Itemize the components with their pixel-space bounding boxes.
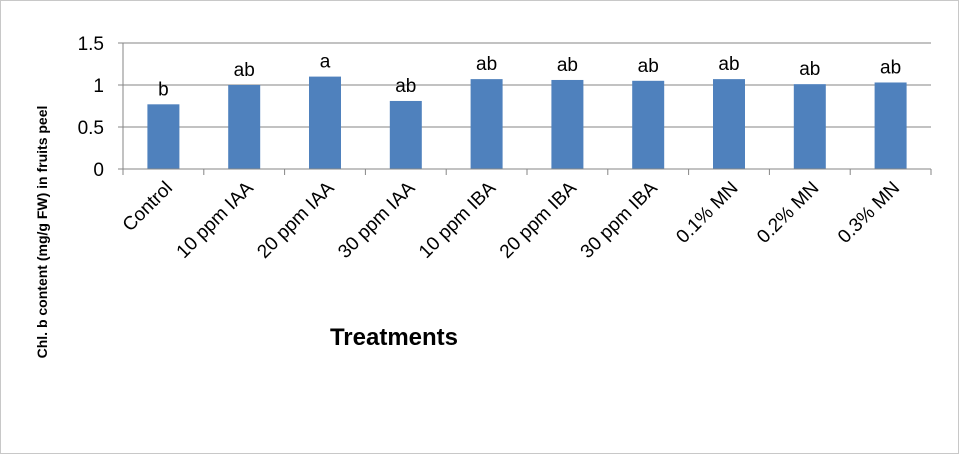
x-tick-label: 0.2% MN xyxy=(753,178,823,248)
bar xyxy=(874,82,907,169)
x-tick-label: 20 ppm IBA xyxy=(496,177,581,262)
x-tick-label: 30 ppm IBA xyxy=(577,177,662,262)
bar xyxy=(713,79,745,169)
x-tick-label: 0.1% MN xyxy=(672,178,742,248)
x-axis-title: Treatments xyxy=(330,324,458,351)
significance-label: b xyxy=(158,79,169,100)
significance-label: a xyxy=(320,52,331,73)
significance-label: ab xyxy=(799,59,820,80)
significance-label: ab xyxy=(234,60,255,81)
significance-label: ab xyxy=(557,55,578,76)
bar xyxy=(632,80,665,169)
x-tick-label: 20 ppm IAA xyxy=(253,177,338,262)
bar xyxy=(147,104,180,169)
bar xyxy=(470,79,503,169)
significance-label: ab xyxy=(718,54,739,75)
bar xyxy=(551,79,584,169)
bar xyxy=(228,85,261,169)
y-tick-label: 1 xyxy=(93,76,104,97)
x-tick-label: 10 ppm IAA xyxy=(173,177,258,262)
x-tick-label: 0.3% MN xyxy=(834,178,904,248)
y-axis-title: Chl. b content (mg/g FW) in fruits peel xyxy=(34,106,50,359)
significance-label: ab xyxy=(476,54,497,75)
bars xyxy=(147,76,907,169)
x-tick-label: 10 ppm IBA xyxy=(415,177,500,262)
axes xyxy=(118,42,932,175)
bar xyxy=(793,84,826,169)
x-tick-label: 30 ppm IAA xyxy=(334,177,419,262)
bar xyxy=(389,100,422,169)
x-tick-label: Control xyxy=(119,178,177,236)
significance-label: ab xyxy=(638,56,659,77)
bar xyxy=(309,76,341,169)
y-tick-label: 0.5 xyxy=(78,118,104,139)
y-tick-label: 1.5 xyxy=(78,34,104,55)
significance-label: ab xyxy=(880,57,901,78)
significance-label: ab xyxy=(395,76,416,97)
y-tick-label: 0 xyxy=(93,160,104,181)
